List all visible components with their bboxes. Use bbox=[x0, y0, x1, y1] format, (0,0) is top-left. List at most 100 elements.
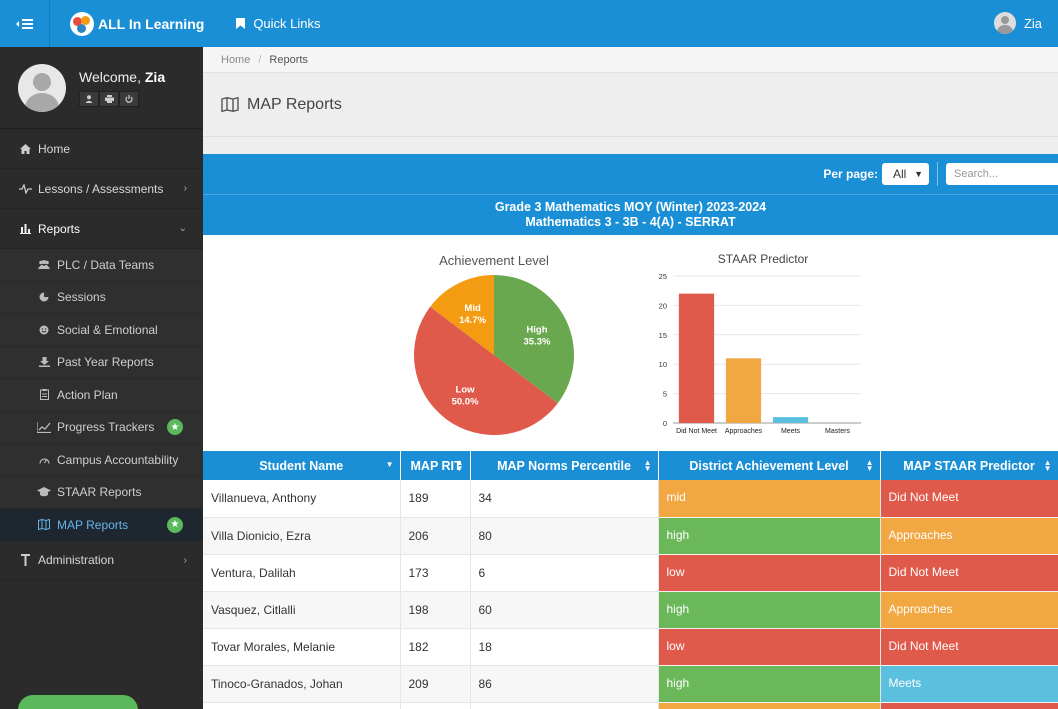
student-name-cell: Tovar Morales, Melanie bbox=[203, 628, 401, 666]
page-header: MAP Reports bbox=[203, 73, 1058, 137]
chevron-down-icon: ⌄ bbox=[178, 223, 187, 234]
y-tick-label: 5 bbox=[663, 390, 667, 399]
app-name: ALL In Learning bbox=[98, 15, 205, 32]
column-header[interactable]: MAP RIT ▲ ▼ bbox=[400, 451, 471, 480]
achievement-level-cell: low bbox=[658, 628, 881, 666]
sidebar-item-label: MAP Reports bbox=[57, 517, 129, 532]
percentile-cell: 34 bbox=[470, 480, 659, 518]
app-logo[interactable]: ALL In Learning bbox=[70, 11, 205, 36]
sidebar-item-action-plan[interactable]: Action Plan bbox=[0, 379, 203, 412]
welcome-label: Welcome, bbox=[79, 68, 141, 85]
x-tick-label: Approaches bbox=[725, 428, 763, 435]
map-rit-cell: 206 bbox=[400, 517, 471, 555]
avatar bbox=[993, 12, 1016, 34]
staar-predictor-cell: Meets bbox=[880, 665, 1058, 703]
page-title: MAP Reports bbox=[247, 95, 342, 113]
student-name-cell: Villanueva, Anthony bbox=[203, 480, 401, 518]
column-header[interactable]: District Achievement Level ▲ ▼ bbox=[658, 451, 881, 480]
sidebar-item-label: Lessons / Assessments bbox=[38, 181, 164, 196]
sidebar-item-campus-accountability[interactable]: Campus Accountability bbox=[0, 444, 203, 477]
logout-button[interactable] bbox=[119, 90, 139, 107]
student-name-cell: Tinoco-Granados, Johan bbox=[203, 665, 401, 703]
sidebar-item-label: Reports bbox=[38, 221, 81, 236]
sidebar-toggle-button[interactable] bbox=[0, 0, 50, 47]
bar-chart-title: STAAR Predictor bbox=[718, 252, 808, 266]
sidebar-item-administration[interactable]: Administration › bbox=[0, 542, 203, 580]
profile-button[interactable] bbox=[79, 90, 99, 107]
logo-icon bbox=[70, 11, 94, 36]
x-tick-label: Masters bbox=[825, 428, 850, 435]
percentile-cell: 18 bbox=[470, 628, 659, 666]
sidebar-item-staar-reports[interactable]: STAAR Reports bbox=[0, 476, 203, 509]
sidebar-item-home[interactable]: Home bbox=[0, 129, 203, 169]
map-rit-cell: 198 bbox=[400, 591, 471, 629]
sidebar-item-label: Action Plan bbox=[57, 387, 118, 402]
table-row bbox=[203, 702, 1058, 709]
print-button[interactable] bbox=[99, 90, 119, 107]
sidebar-item-map-reports[interactable]: MAP Reports ★ bbox=[0, 509, 203, 542]
sidebar-item-label: Progress Trackers bbox=[57, 420, 155, 435]
smile-icon bbox=[39, 325, 49, 335]
map-icon bbox=[221, 97, 239, 112]
sidebar-item-plc[interactable]: PLC / Data Teams bbox=[0, 249, 203, 282]
download-icon bbox=[38, 357, 50, 368]
quick-links-button[interactable]: Quick Links bbox=[236, 16, 321, 31]
sort-icon: ▲ ▼ bbox=[865, 458, 874, 473]
map-rit-cell: 189 bbox=[400, 480, 471, 518]
sort-icon: ▲ ▼ bbox=[643, 458, 652, 473]
chevron-down-icon: ▼ bbox=[914, 169, 923, 179]
breadcrumb-current: Reports bbox=[269, 53, 308, 66]
sidebar-item-reports[interactable]: Reports ⌄ bbox=[0, 209, 203, 249]
chevron-right-icon: › bbox=[183, 554, 187, 566]
home-icon bbox=[19, 143, 31, 154]
student-name-cell: Vasquez, Citlalli bbox=[203, 591, 401, 629]
staar-predictor-cell: Did Not Meet bbox=[880, 554, 1058, 592]
user-menu[interactable]: Zia bbox=[993, 12, 1042, 34]
achievement-level-cell: high bbox=[658, 591, 881, 629]
user-name: Zia bbox=[1023, 15, 1042, 31]
pulse-icon bbox=[18, 183, 32, 194]
search-input[interactable]: Search... bbox=[946, 163, 1058, 185]
sidebar-item-sessions[interactable]: Sessions bbox=[0, 281, 203, 314]
y-tick-label: 25 bbox=[659, 272, 667, 281]
map-rit-cell: 173 bbox=[400, 554, 471, 592]
menu-icon bbox=[15, 18, 33, 29]
column-header[interactable]: MAP Norms Percentile ▲ ▼ bbox=[470, 451, 659, 480]
sort-icon: ▲ ▼ bbox=[455, 458, 464, 473]
staar-predictor-cell: Did Not Meet bbox=[880, 628, 1058, 666]
bookmark-icon bbox=[236, 18, 246, 29]
sidebar-item-social-emotional[interactable]: Social & Emotional bbox=[0, 314, 203, 347]
student-name-cell: Villa Dionicio, Ezra bbox=[203, 517, 401, 555]
map-rit-cell bbox=[400, 702, 471, 709]
bar-did-not-meet bbox=[678, 293, 715, 423]
breadcrumb-home[interactable]: Home bbox=[221, 53, 251, 66]
pie-slice-label: High 35.3% bbox=[524, 325, 551, 348]
pie-icon bbox=[39, 292, 49, 302]
column-header[interactable]: Student Name ▼ bbox=[203, 451, 401, 480]
main-content: Home / Reports MAP Reports Per page: All… bbox=[203, 47, 1058, 709]
sidebar-item-label: Sessions bbox=[57, 290, 106, 305]
sidebar-item-progress-trackers[interactable]: Progress Trackers ★ bbox=[0, 411, 203, 444]
star-icon: ★ bbox=[167, 419, 183, 436]
achievement-level-pie-chart: Achievement Level High 35.3% Low 50.0% Mid 14.… bbox=[414, 253, 574, 435]
chat-widget-button[interactable] bbox=[18, 695, 138, 709]
table-row: Vasquez, Citlalli 198 60 high Approaches bbox=[203, 591, 1058, 629]
bar-approaches bbox=[725, 358, 762, 423]
achievement-level-cell: high bbox=[658, 665, 881, 703]
staar-predictor-cell: Approaches bbox=[880, 517, 1058, 555]
y-tick-label: 20 bbox=[659, 301, 667, 310]
map-rit-cell: 182 bbox=[400, 628, 471, 666]
bar-chart-icon bbox=[19, 223, 31, 234]
y-tick-label: 0 bbox=[663, 419, 667, 428]
table-row: Tinoco-Granados, Johan 209 86 high Meets bbox=[203, 665, 1058, 703]
column-header[interactable]: MAP STAAR Predictor ▲ ▼ bbox=[880, 451, 1058, 480]
per-page-select[interactable]: All ▼ bbox=[882, 163, 929, 185]
sidebar-item-lessons[interactable]: Lessons / Assessments › bbox=[0, 169, 203, 209]
table-toolbar: Per page: All ▼ Search... bbox=[203, 154, 1058, 194]
x-tick-label: Did Not Meet bbox=[676, 428, 717, 435]
sidebar-item-past-year[interactable]: Past Year Reports bbox=[0, 346, 203, 379]
achievement-level-cell bbox=[658, 702, 881, 709]
student-table: Student Name ▼ MAP RIT ▲ ▼ MAP Norms Percen… bbox=[203, 451, 1058, 709]
pie-slice-mid bbox=[430, 275, 494, 355]
table-header-row: Student Name ▼ MAP RIT ▲ ▼ MAP Norms Percen… bbox=[203, 451, 1058, 480]
